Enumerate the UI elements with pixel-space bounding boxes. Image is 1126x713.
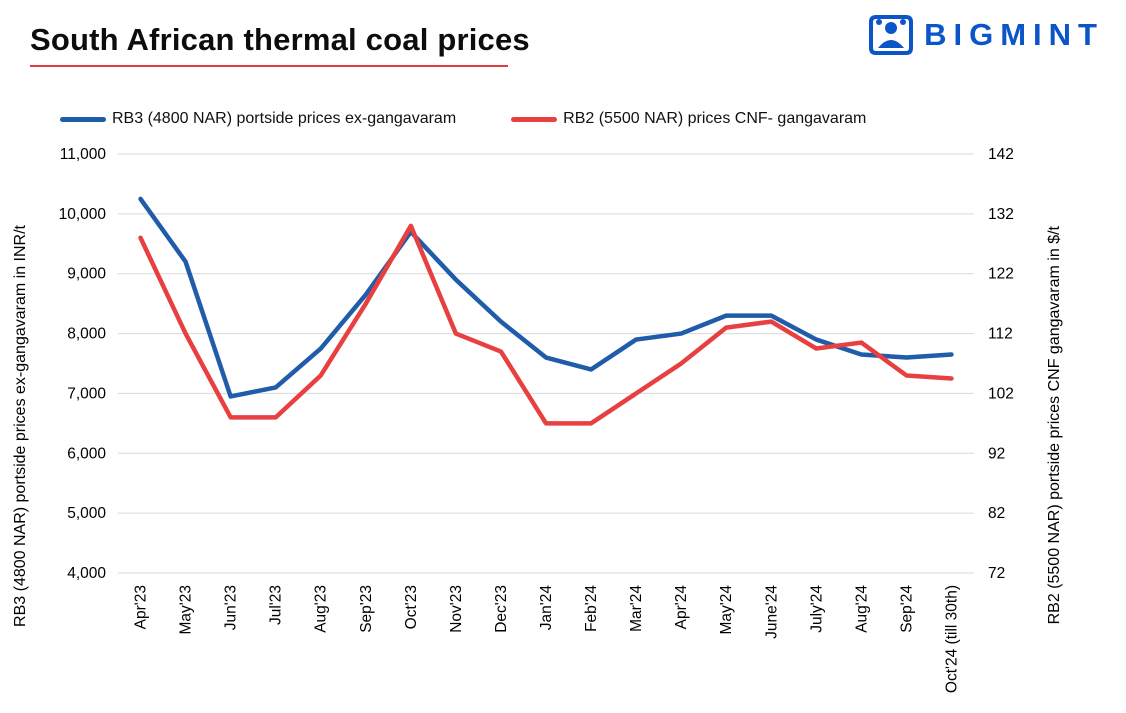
x-axis-tick-label: Jul'23 — [268, 585, 285, 625]
bigmint-logo-icon — [869, 15, 914, 55]
left-axis-tick-label: 7,000 — [67, 385, 106, 402]
left-axis-tick-label: 6,000 — [67, 445, 106, 462]
right-axis-tick-label: 132 — [988, 206, 1014, 223]
title-underline — [30, 65, 508, 67]
right-axis-title: RB2 (5500 NAR) portside prices CNF ganga… — [1046, 226, 1063, 625]
rb3-legend-swatch — [60, 116, 106, 122]
chart-area: RB3 (4800 NAR) portside prices ex-gangav… — [0, 138, 1126, 713]
x-axis-tick-label: Dec'23 — [493, 585, 510, 633]
left-axis-tick-label: 5,000 — [67, 505, 106, 522]
x-axis-tick-label: Sep'24 — [898, 585, 915, 633]
right-axis-tick-label: 82 — [988, 505, 1005, 522]
right-axis-tick-label: 102 — [988, 385, 1014, 402]
x-axis-tick-label: May'24 — [718, 585, 735, 635]
x-axis-tick-label: Oct'23 — [403, 585, 420, 629]
x-axis-tick-label: Apr'23 — [133, 585, 150, 629]
legend-item-rb3: RB3 (4800 NAR) portside prices ex-gangav… — [60, 110, 456, 128]
left-axis-tick-label: 11,000 — [60, 146, 107, 163]
chart-legend: RB3 (4800 NAR) portside prices ex-gangav… — [60, 110, 1126, 128]
page-title: South African thermal coal prices — [30, 22, 530, 57]
left-axis-title: RB3 (4800 NAR) portside prices ex-gangav… — [12, 224, 29, 627]
header: South African thermal coal prices BIGMIN… — [0, 0, 1126, 94]
left-axis-tick-label: 8,000 — [67, 326, 106, 343]
rb2-legend-label: RB2 (5500 NAR) prices CNF- gangavaram — [563, 110, 867, 127]
left-axis-tick-label: 4,000 — [67, 565, 106, 582]
chart-svg: 4,000 72 5,000 82 6,000 92 7,000 102 8,000 112 9,0… — [59, 146, 1014, 693]
x-axis-tick-label: Sep'23 — [358, 585, 375, 633]
right-axis-tick-label: 142 — [988, 146, 1014, 163]
right-axis-tick-label: 92 — [988, 445, 1005, 462]
left-axis-tick-label: 9,000 — [67, 266, 106, 283]
right-axis-tick-label: 72 — [988, 565, 1005, 582]
legend-item-rb2: RB2 (5500 NAR) prices CNF- gangavaram — [511, 110, 866, 128]
x-axis-tick-label: Jun'23 — [223, 585, 240, 630]
x-axis-tick-label: Jan'24 — [538, 585, 555, 631]
x-axis-tick-label: Aug'24 — [853, 585, 870, 633]
rb2-legend-swatch — [511, 116, 558, 122]
x-axis-tick-label: June'24 — [763, 585, 780, 639]
x-axis-tick-label: Mar'24 — [628, 585, 645, 632]
x-axis-tick-label: Aug'23 — [313, 585, 330, 633]
rb2-line — [138, 223, 954, 426]
right-axis-tick-label: 122 — [988, 266, 1014, 283]
x-axis-tick-label: May'23 — [178, 585, 195, 634]
x-axis-tick-label: July'24 — [808, 585, 825, 633]
x-axis-tick-label: Feb'24 — [583, 585, 600, 632]
x-axis-tick-label: Oct'24 (till 30th) — [943, 585, 960, 693]
x-axis-tick-label: Apr'24 — [673, 585, 690, 630]
left-axis-tick-label: 10,000 — [59, 206, 107, 223]
bigmint-logo-text: BIGMINT — [924, 17, 1104, 52]
rb3-legend-label: RB3 (4800 NAR) portside prices ex-gangav… — [112, 110, 457, 127]
x-axis-tick-label: Nov'23 — [448, 585, 465, 633]
right-axis-tick-label: 112 — [988, 326, 1013, 343]
bigmint-logo: BIGMINT — [868, 14, 1104, 56]
rb3-line — [138, 196, 954, 399]
